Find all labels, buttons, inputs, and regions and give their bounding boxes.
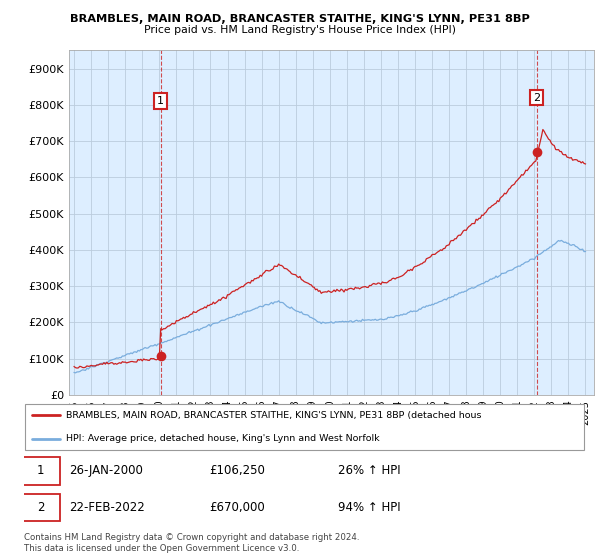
Text: BRAMBLES, MAIN ROAD, BRANCASTER STAITHE, KING'S LYNN, PE31 8BP: BRAMBLES, MAIN ROAD, BRANCASTER STAITHE,…: [70, 14, 530, 24]
Text: 2: 2: [37, 501, 44, 514]
Text: 1: 1: [37, 464, 44, 478]
Text: 2: 2: [533, 92, 540, 102]
Text: 94% ↑ HPI: 94% ↑ HPI: [338, 501, 401, 514]
Text: 26-JAN-2000: 26-JAN-2000: [69, 464, 143, 478]
Text: BRAMBLES, MAIN ROAD, BRANCASTER STAITHE, KING'S LYNN, PE31 8BP (detached hous: BRAMBLES, MAIN ROAD, BRANCASTER STAITHE,…: [66, 410, 482, 419]
Text: £106,250: £106,250: [209, 464, 265, 478]
Text: 1: 1: [157, 96, 164, 106]
FancyBboxPatch shape: [21, 494, 61, 521]
Text: 22-FEB-2022: 22-FEB-2022: [69, 501, 145, 514]
FancyBboxPatch shape: [25, 404, 584, 450]
Text: 26% ↑ HPI: 26% ↑ HPI: [338, 464, 401, 478]
Text: Contains HM Land Registry data © Crown copyright and database right 2024.
This d: Contains HM Land Registry data © Crown c…: [24, 533, 359, 553]
FancyBboxPatch shape: [21, 458, 61, 484]
Text: £670,000: £670,000: [209, 501, 265, 514]
Text: Price paid vs. HM Land Registry's House Price Index (HPI): Price paid vs. HM Land Registry's House …: [144, 25, 456, 35]
Text: HPI: Average price, detached house, King's Lynn and West Norfolk: HPI: Average price, detached house, King…: [66, 435, 380, 444]
